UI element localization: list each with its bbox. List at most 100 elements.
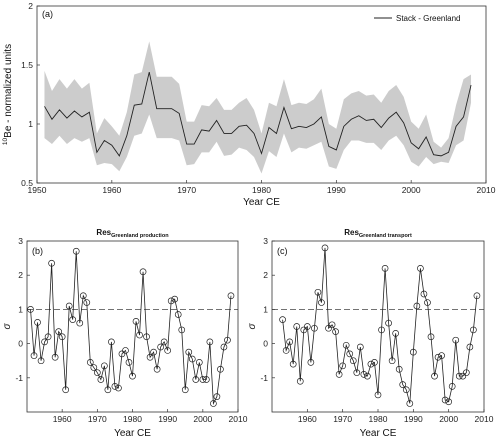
data-point — [470, 326, 477, 334]
x-axis-label: Year CE — [114, 428, 151, 439]
x-tick-label: 1980 — [252, 185, 271, 195]
x-tick-label: 1990 — [327, 185, 346, 195]
x-tick-label: 1990 — [404, 414, 423, 424]
chart-title-subscript: Greenland transport — [359, 233, 412, 239]
data-point — [424, 299, 431, 306]
y-tick-label: 0 — [18, 339, 23, 349]
data-point — [217, 365, 224, 373]
data-point — [132, 318, 140, 325]
data-point — [104, 386, 112, 394]
data-point — [381, 265, 389, 272]
data-point — [108, 338, 115, 346]
x-tick-label: 1960 — [298, 414, 317, 424]
data-point — [438, 352, 445, 359]
data-point — [406, 400, 414, 407]
data-point — [431, 372, 438, 380]
data-point — [332, 328, 339, 335]
data-point — [318, 299, 325, 306]
data-point — [185, 348, 193, 356]
data-point — [455, 372, 463, 380]
data-point — [374, 391, 382, 399]
y-tick-label: 0.5 — [21, 178, 33, 188]
data-point — [174, 311, 182, 318]
x-axis-label: Year CE — [243, 197, 280, 208]
data-point — [90, 364, 98, 371]
data-point — [395, 365, 403, 373]
x-tick-label: 2010 — [229, 414, 248, 424]
series-line — [44, 71, 472, 157]
data-point — [210, 400, 217, 407]
data-point — [342, 341, 350, 349]
x-tick-label: 1970 — [177, 185, 196, 195]
data-point — [51, 353, 59, 361]
data-point — [367, 360, 375, 368]
x-tick-label: 2010 — [477, 185, 496, 195]
x-tick-label: 1950 — [28, 185, 47, 195]
data-point — [356, 343, 364, 351]
data-point — [62, 386, 70, 394]
data-point — [150, 348, 157, 356]
chart-title: ResGreenland production — [96, 228, 169, 239]
data-point — [41, 338, 48, 346]
data-point — [399, 381, 407, 388]
data-point — [178, 326, 186, 334]
chart-title-main: Res — [96, 228, 111, 237]
data-point — [160, 338, 168, 346]
data-point — [434, 353, 442, 361]
y-axis-label: 10Be - normalized units — [2, 44, 14, 145]
data-point — [300, 326, 308, 334]
data-point — [30, 352, 38, 359]
y-axis-label-superscript: 10 — [2, 137, 9, 145]
x-tick-label: 1970 — [88, 414, 107, 424]
data-point — [325, 324, 332, 332]
data-point — [311, 324, 318, 332]
y-tick-label: -1 — [260, 373, 268, 383]
data-point — [371, 359, 378, 366]
data-point — [55, 328, 63, 335]
panel-b: 1960 1970 1980 1990 2000 2010 -1 0 1 2 3 (b) Year CE… — [2, 228, 248, 439]
data-point — [392, 329, 400, 337]
data-point — [448, 383, 456, 390]
data-point — [328, 321, 336, 329]
y-tick-label: 0 — [263, 339, 268, 349]
data-point — [48, 259, 55, 267]
data-point — [76, 319, 84, 327]
panel-a: 1950 1960 1970 1980 1990 2000 2010 0.5 1 1.5 2 (a) Y… — [2, 1, 496, 208]
data-point — [462, 369, 470, 377]
data-point — [125, 359, 133, 366]
panel-label: (a) — [42, 9, 53, 19]
data-point — [79, 292, 87, 300]
legend-entry: Stack - Greenland — [396, 14, 460, 23]
y-tick-label: -1 — [15, 373, 23, 383]
data-point — [473, 292, 481, 300]
data-point — [65, 302, 73, 310]
y-axis-label: σ — [247, 323, 258, 330]
data-point — [427, 333, 435, 341]
chart-title-subscript: Greenland production — [111, 233, 169, 239]
data-point — [286, 338, 294, 346]
data-point — [349, 357, 357, 365]
data-point — [101, 362, 108, 370]
y-tick-label: 1 — [263, 304, 268, 314]
data-point — [34, 319, 41, 326]
data-point — [136, 331, 143, 339]
data-point — [466, 343, 474, 351]
y-axis-label: σ — [2, 323, 13, 330]
data-point — [129, 372, 136, 380]
x-tick-label: 1980 — [123, 414, 142, 424]
x-tick-label: 2000 — [402, 185, 421, 195]
x-tick-label: 1990 — [158, 414, 177, 424]
x-tick-label: 2010 — [475, 414, 494, 424]
data-point — [139, 268, 147, 276]
data-point — [203, 376, 210, 383]
data-point — [115, 384, 122, 392]
data-point — [459, 372, 467, 380]
data-point — [413, 302, 421, 310]
data-point — [321, 244, 329, 252]
data-point — [83, 299, 91, 306]
data-point — [293, 323, 301, 330]
panel-label: (b) — [32, 246, 43, 256]
data-point — [206, 338, 214, 346]
panel-c: 1960 1970 1980 1990 2000 2010 -1 0 1 2 3 (c) Year CE… — [247, 228, 494, 439]
